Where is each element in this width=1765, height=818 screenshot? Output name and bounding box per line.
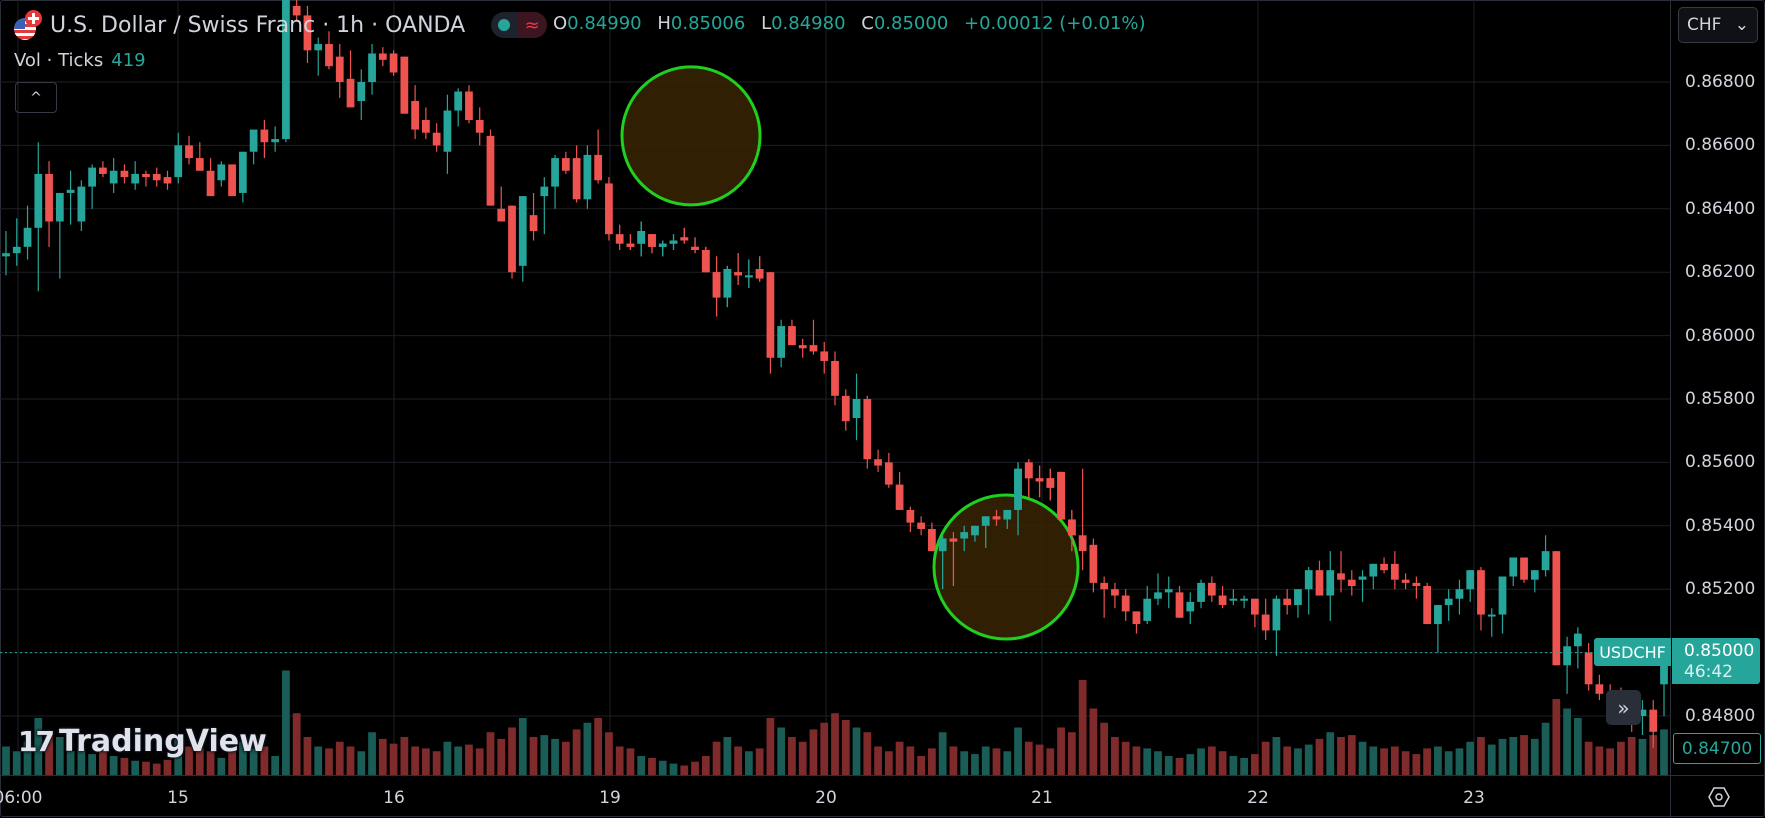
time-tick-label: 15	[167, 788, 189, 808]
market-status-pill[interactable]: ≈	[491, 12, 548, 38]
circle-annotation[interactable]	[620, 65, 762, 207]
watermark-text: TradingView	[58, 724, 267, 759]
price-tick-label: 0.86600	[1685, 135, 1756, 156]
chart-settings-corner[interactable]	[1670, 775, 1765, 818]
market-open-dot-icon	[498, 19, 511, 31]
bar-countdown: 46:42	[1684, 662, 1733, 682]
time-tick-label: 06:00	[0, 788, 43, 808]
volume-legend[interactable]: Vol · Ticks 419	[14, 50, 146, 71]
change-value: +0.00012 (+0.01%)	[964, 13, 1146, 34]
scroll-to-realtime-button[interactable]: »	[1606, 690, 1641, 725]
volume-label: Vol · Ticks	[14, 50, 104, 71]
low-label: L	[761, 13, 772, 34]
symbol-title[interactable]: U.S. Dollar / Swiss Franc · 1h · OANDA	[50, 12, 466, 38]
time-tick-label: 19	[599, 788, 621, 808]
price-tick-label: 0.84800	[1685, 706, 1756, 726]
price-tick-label: 0.86000	[1685, 325, 1756, 346]
price-tick-label: 0.85200	[1685, 579, 1756, 600]
open-label: O	[553, 13, 568, 34]
chevron-up-icon: ^	[30, 89, 42, 106]
price-axis[interactable]	[1670, 0, 1765, 775]
time-tick-label: 23	[1463, 788, 1485, 808]
double-chevron-right-icon: »	[1617, 695, 1630, 720]
currency-select[interactable]: CHF ⌄	[1678, 7, 1758, 43]
collapse-legend-button[interactable]: ^	[15, 82, 57, 113]
circle-annotation[interactable]	[932, 493, 1080, 641]
low-value: 0.84980	[771, 13, 846, 34]
price-tick-label: 0.85600	[1685, 452, 1756, 473]
price-tick-label: 0.86400	[1685, 198, 1756, 219]
close-label: C	[861, 13, 874, 34]
time-tick-label: 20	[815, 788, 837, 808]
high-value: 0.85006	[670, 13, 746, 34]
settings-hexagon-icon[interactable]	[1707, 786, 1730, 808]
current-price-tag: 0.85000 46:42	[1672, 638, 1760, 684]
volume-value: 419	[111, 50, 146, 71]
open-value: 0.84990	[567, 13, 642, 34]
close-value: 0.85000	[873, 13, 949, 34]
tradingview-watermark[interactable]: 17 TradingView	[18, 724, 267, 759]
ohlc-values: O0.84990 H0.85006 L0.84980 C0.85000 +0.0…	[553, 13, 1156, 34]
tradingview-logo-icon: 17	[18, 725, 55, 758]
symbol-price-tag: USDCHF	[1594, 638, 1671, 666]
price-tick-label: 0.86800	[1685, 72, 1756, 92]
currency-value: CHF	[1687, 15, 1722, 35]
time-tick-label: 22	[1247, 788, 1269, 808]
price-tick-label: 0.86200	[1685, 262, 1756, 283]
price-chart-plot[interactable]	[0, 0, 1670, 775]
time-axis[interactable]: 06:00 15 16 19 20 21 22 23	[0, 775, 1670, 818]
time-tick-label: 21	[1031, 788, 1053, 808]
low-price-marker: 0.84700	[1673, 733, 1761, 764]
price-tick-label: 0.85400	[1685, 515, 1756, 536]
wave-icon: ≈	[517, 12, 548, 38]
current-price: 0.85000	[1684, 641, 1755, 661]
high-label: H	[657, 13, 671, 34]
chevron-down-icon: ⌄	[1734, 15, 1749, 35]
price-tick-label: 0.85800	[1685, 389, 1756, 409]
symbol-legend[interactable]: U.S. Dollar / Swiss Franc · 1h · OANDA ≈	[14, 10, 548, 40]
usd-chf-flag-icon	[14, 10, 44, 40]
time-tick-label: 16	[383, 788, 405, 808]
